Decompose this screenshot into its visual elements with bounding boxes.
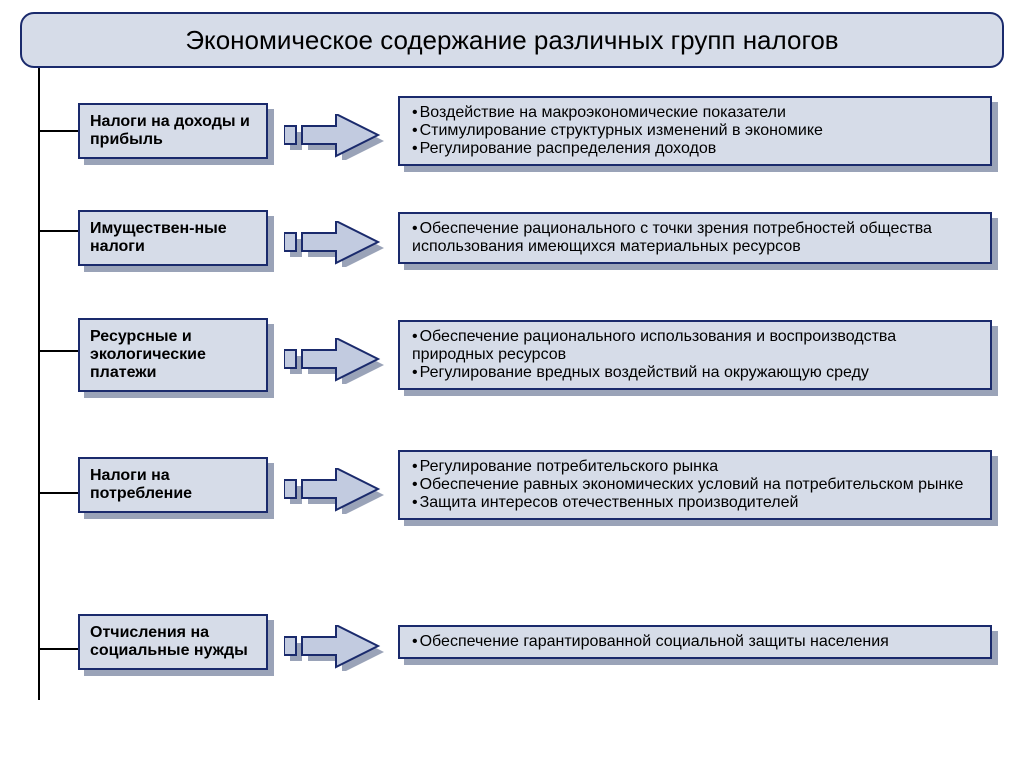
description-box: Обеспечение рационального с точки зрения… (398, 212, 992, 264)
category-label: Имуществен-ные налоги (78, 210, 268, 266)
tree-vertical-line (38, 68, 40, 700)
description-content: Регулирование потребительского рынкаОбес… (398, 450, 992, 520)
description-point: Обеспечение рационального с точки зрения… (412, 220, 978, 256)
description-point: Обеспечение гарантированной социальной з… (412, 633, 978, 651)
description-point: Воздействие на макроэкономические показа… (412, 104, 978, 122)
description-point: Стимулирование структурных изменений в э… (412, 122, 978, 140)
description-point: Регулирование вредных воздействий на окр… (412, 364, 978, 382)
diagram-row: Ресурсные и экологические платежи Обеспе… (78, 318, 998, 392)
description-point: Обеспечение равных экономических условий… (412, 476, 978, 494)
description-content: Обеспечение рационального с точки зрения… (398, 212, 992, 264)
description-content: Обеспечение гарантированной социальной з… (398, 625, 992, 659)
title-box: Экономическое содержание различных групп… (20, 12, 1004, 68)
title-text: Экономическое содержание различных групп… (185, 25, 838, 56)
description-point: Обеспечение рационального использования … (412, 328, 978, 364)
category-box: Отчисления на социальные нужды (78, 614, 268, 670)
arrow-icon (268, 110, 398, 152)
category-label: Отчисления на социальные нужды (78, 614, 268, 670)
description-point: Регулирование потребительского рынка (412, 458, 978, 476)
arrow-icon (268, 334, 398, 376)
tree-horizontal-line (38, 350, 78, 352)
description-point: Регулирование распределения доходов (412, 140, 978, 158)
diagram-row: Имуществен-ные налоги Обеспечение рацион… (78, 210, 998, 266)
tree-horizontal-line (38, 230, 78, 232)
category-label: Ресурсные и экологические платежи (78, 318, 268, 392)
tree-horizontal-line (38, 130, 78, 132)
description-box: Обеспечение рационального использования … (398, 320, 992, 390)
description-box: Обеспечение гарантированной социальной з… (398, 625, 992, 659)
arrow-icon (268, 217, 398, 259)
description-content: Обеспечение рационального использования … (398, 320, 992, 390)
description-box: Воздействие на макроэкономические показа… (398, 96, 992, 166)
category-label: Налоги на доходы и прибыль (78, 103, 268, 159)
description-box: Регулирование потребительского рынкаОбес… (398, 450, 992, 520)
category-box: Налоги на потребление (78, 457, 268, 513)
tree-horizontal-line (38, 492, 78, 494)
diagram-row: Налоги на доходы и прибыль Воздействие н… (78, 96, 998, 166)
arrow-icon (268, 621, 398, 663)
diagram-row: Налоги на потребление Регулирование потр… (78, 450, 998, 520)
description-content: Воздействие на макроэкономические показа… (398, 96, 992, 166)
category-label: Налоги на потребление (78, 457, 268, 513)
arrow-icon (268, 464, 398, 506)
category-box: Имуществен-ные налоги (78, 210, 268, 266)
diagram-row: Отчисления на социальные нужды Обеспечен… (78, 614, 998, 670)
category-box: Ресурсные и экологические платежи (78, 318, 268, 392)
category-box: Налоги на доходы и прибыль (78, 103, 268, 159)
description-point: Защита интересов отечественных производи… (412, 494, 978, 512)
tree-horizontal-line (38, 648, 78, 650)
